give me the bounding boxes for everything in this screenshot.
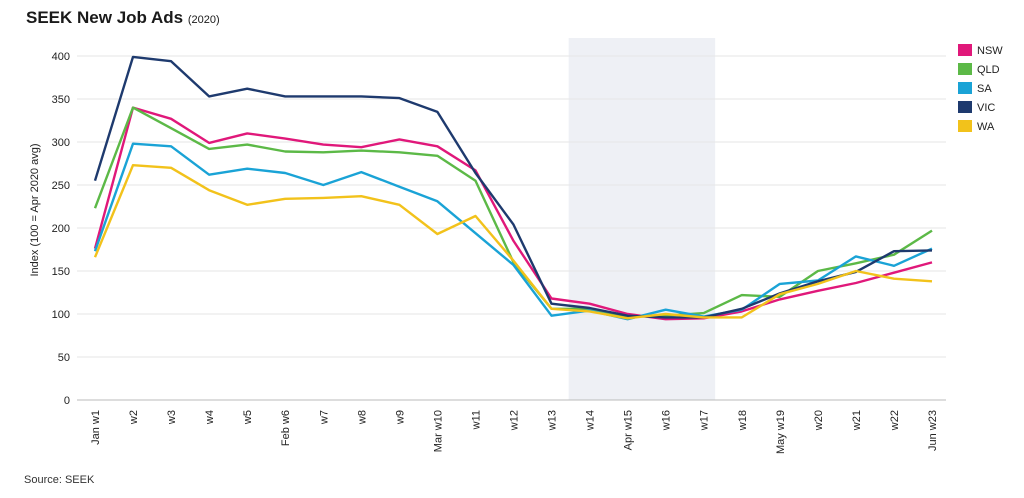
series-layer: [93, 55, 933, 321]
chart-title-note: (2020): [187, 14, 220, 26]
chart-title: SEEK New Job Ads (2020): [26, 8, 220, 28]
legend-swatch-nsw: [958, 44, 972, 56]
shaded-region-layer: [568, 38, 716, 400]
x-tick-label: Jun w23: [927, 410, 939, 451]
x-tick-label: w17: [699, 410, 711, 431]
y-tick-label: 0: [64, 395, 70, 407]
x-tick-label: w8: [356, 410, 368, 425]
x-tick-label: w22: [889, 410, 901, 431]
x-tick-label: w13: [547, 410, 559, 431]
y-tick-label: 150: [52, 266, 70, 278]
y-axis: 0 50 100 150 200 250 300 350 400: [52, 51, 70, 407]
legend-swatch-qld: [958, 63, 972, 75]
series-line-nsw: [93, 106, 933, 321]
x-tick-label: w9: [394, 410, 406, 425]
x-tick-label: w12: [509, 410, 521, 431]
x-tick-label: w18: [737, 410, 749, 431]
legend-label-qld: QLD: [977, 64, 1000, 76]
y-tick-label: 100: [52, 309, 70, 321]
x-tick-label: w20: [813, 410, 825, 431]
chart-title-text: SEEK New Job Ads: [26, 8, 184, 27]
legend-label-vic: VIC: [977, 102, 995, 114]
shaded-region: [568, 38, 716, 400]
source-note: Source: SEEK: [24, 474, 95, 486]
series-line-wa: [93, 163, 933, 320]
x-tick-label: Feb w6: [280, 410, 292, 446]
x-tick-label: w4: [204, 410, 216, 425]
y-tick-label: 50: [58, 352, 70, 364]
y-tick-label: 250: [52, 180, 70, 192]
y-tick-label: 200: [52, 223, 70, 235]
x-tick-label: w16: [661, 410, 673, 431]
legend: NSW QLD SA VIC WA: [958, 44, 1003, 133]
x-tick-label: w7: [318, 410, 330, 425]
x-tick-label: w14: [585, 410, 597, 431]
legend-label-wa: WA: [977, 121, 995, 133]
y-tick-label: 350: [52, 94, 70, 106]
x-tick-label: w5: [242, 410, 254, 425]
y-tick-label: 300: [52, 137, 70, 149]
x-tick-label: Jan w1: [90, 410, 102, 445]
legend-label-sa: SA: [977, 83, 992, 95]
legend-swatch-wa: [958, 120, 972, 132]
y-tick-label: 400: [52, 51, 70, 63]
x-tick-label: w3: [166, 410, 178, 425]
series-line-sa: [93, 142, 933, 321]
series-line-vic: [93, 55, 933, 319]
x-axis: Jan w1 w2 w3 w4 w5 Feb w6 w7 w8 w9 Mar w10 w11 w12 w…: [90, 410, 939, 454]
x-tick-label: w2: [128, 410, 140, 425]
legend-swatch-vic: [958, 101, 972, 113]
grid-layer: [77, 55, 946, 401]
y-axis-label: Index (100 = Apr 2020 avg): [29, 143, 41, 276]
x-tick-label: Mar w10: [432, 410, 444, 452]
legend-label-nsw: NSW: [977, 45, 1003, 57]
legend-swatch-sa: [958, 82, 972, 94]
x-tick-label: Apr w15: [623, 410, 635, 450]
x-tick-label: w11: [470, 410, 482, 430]
x-tick-label: May w19: [775, 410, 787, 454]
x-tick-label: w21: [851, 410, 863, 431]
